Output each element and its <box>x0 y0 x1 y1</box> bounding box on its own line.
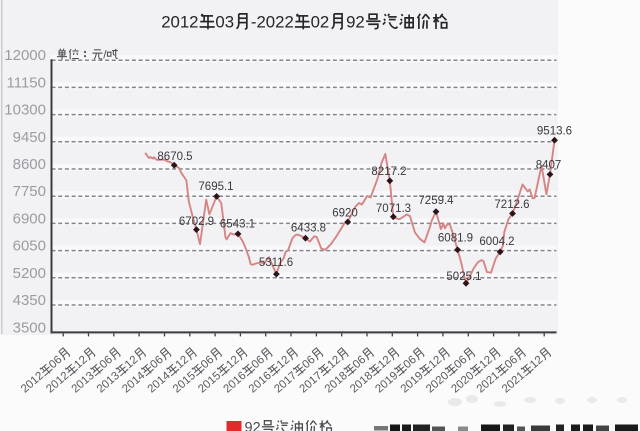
svg-text:11150: 11150 <box>7 74 47 91</box>
svg-text:2012: 2012 <box>161 12 198 31</box>
svg-text:/: / <box>103 47 107 61</box>
svg-text:12000: 12000 <box>4 47 46 64</box>
svg-text:6004.2: 6004.2 <box>479 236 514 248</box>
svg-text:5200: 5200 <box>13 265 46 282</box>
svg-text:7695.1: 7695.1 <box>198 181 233 193</box>
svg-text:92: 92 <box>245 420 261 431</box>
svg-text:4350: 4350 <box>13 292 46 309</box>
svg-text:8600: 8600 <box>13 156 46 173</box>
svg-text:3500: 3500 <box>13 319 46 336</box>
svg-text:8217.2: 8217.2 <box>371 166 406 178</box>
svg-text:6050: 6050 <box>13 238 46 255</box>
svg-text:7212.6: 7212.6 <box>494 199 529 211</box>
svg-text:5311.6: 5311.6 <box>259 257 293 269</box>
svg-text:10300: 10300 <box>4 102 46 119</box>
svg-text:6900: 6900 <box>13 210 46 227</box>
svg-text:6920: 6920 <box>332 208 358 220</box>
svg-text:6433.8: 6433.8 <box>291 223 326 235</box>
svg-text:-2022: -2022 <box>251 12 294 31</box>
svg-text:7259.4: 7259.4 <box>418 195 454 207</box>
svg-text:9450: 9450 <box>13 129 46 146</box>
svg-text:92: 92 <box>346 12 365 31</box>
svg-text:6543.1: 6543.1 <box>220 219 255 231</box>
svg-text:03: 03 <box>215 12 234 31</box>
svg-text:02: 02 <box>311 12 330 31</box>
svg-text:7750: 7750 <box>13 183 46 200</box>
svg-text:9513.6: 9513.6 <box>537 125 572 137</box>
svg-text:8670.5: 8670.5 <box>157 151 192 163</box>
svg-text:7071.3: 7071.3 <box>376 203 411 215</box>
svg-text:6702.9: 6702.9 <box>179 216 214 228</box>
svg-text:5025.1: 5025.1 <box>446 271 481 283</box>
svg-text:6081.9: 6081.9 <box>438 232 473 244</box>
svg-text:8407: 8407 <box>536 159 562 171</box>
